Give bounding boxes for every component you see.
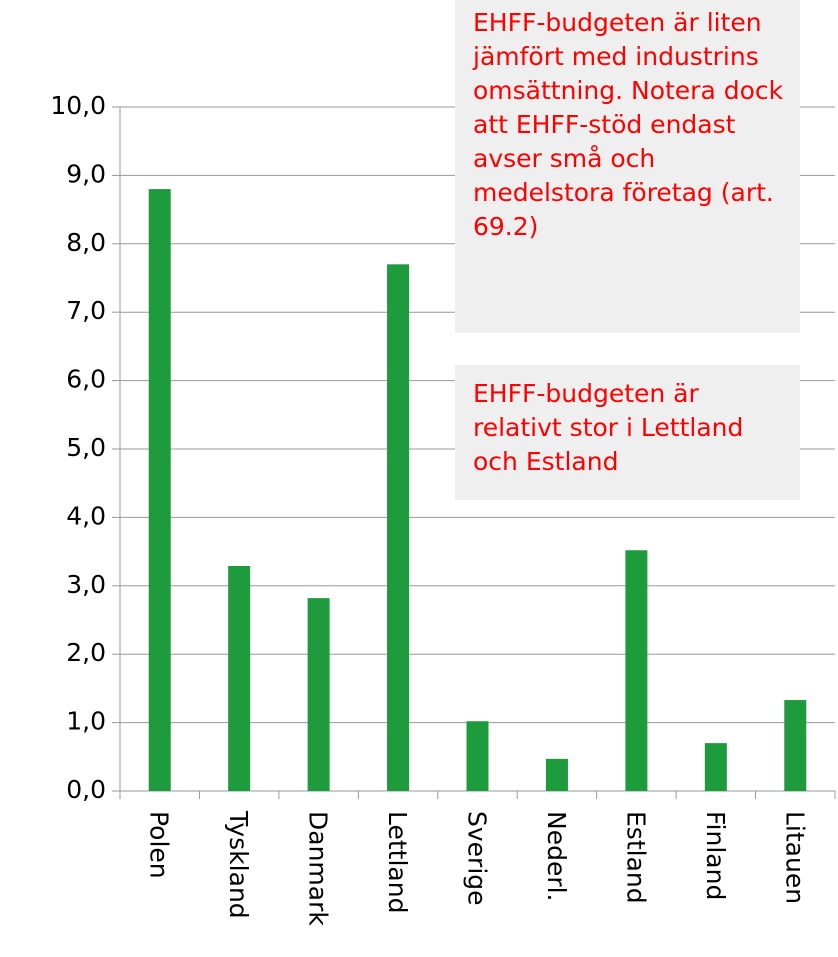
bar	[466, 721, 489, 791]
y-tick-label: 0,0	[66, 775, 106, 804]
bar	[784, 700, 807, 791]
bar	[307, 598, 330, 791]
x-tick-label: Finland	[701, 811, 730, 900]
x-tick-label: Sverige	[463, 811, 492, 906]
bar	[228, 565, 251, 791]
x-tick-label: Tyskland	[224, 810, 253, 919]
y-tick-label: 10,0	[50, 91, 106, 120]
y-tick-label: 9,0	[66, 159, 106, 188]
x-tick-label: Estland	[621, 811, 650, 904]
y-tick-label: 4,0	[66, 501, 106, 530]
y-tick-label: 6,0	[66, 365, 106, 394]
y-tick-label: 2,0	[66, 638, 106, 667]
y-tick-label: 7,0	[66, 296, 106, 325]
x-tick-label: Lettland	[383, 811, 412, 913]
bar	[387, 264, 410, 791]
y-tick-label: 8,0	[66, 228, 106, 257]
annotation: EHFF-budgeten är relativt stor i Lettlan…	[455, 365, 800, 500]
x-tick-label: Nederl.	[542, 811, 571, 902]
y-tick-label: 1,0	[66, 707, 106, 736]
bar	[704, 743, 727, 791]
x-tick-label: Polen	[145, 811, 174, 879]
bar	[148, 189, 171, 791]
y-tick-label: 5,0	[66, 433, 106, 462]
x-tick-label: Litauen	[780, 811, 809, 904]
y-tick-label: 3,0	[66, 570, 106, 599]
bar	[545, 758, 568, 791]
x-tick-label: Danmark	[304, 811, 333, 926]
bar	[625, 550, 648, 791]
annotation: EHFF-budgeten är liten jämfört med indus…	[455, 0, 800, 333]
